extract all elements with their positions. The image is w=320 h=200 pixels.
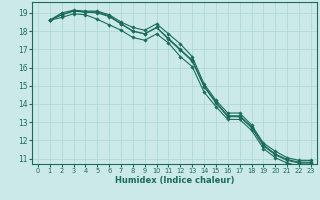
X-axis label: Humidex (Indice chaleur): Humidex (Indice chaleur): [115, 176, 234, 185]
